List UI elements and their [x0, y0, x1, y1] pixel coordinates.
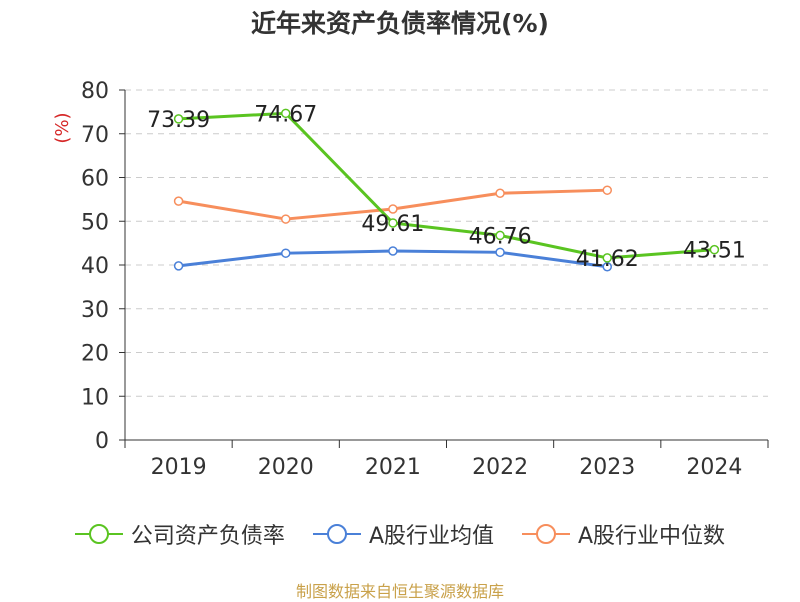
y-tick-label: 60 — [81, 167, 109, 192]
data-point — [388, 218, 398, 228]
legend-label-industry-median: A股行业中位数 — [578, 524, 726, 549]
x-tick-label: 2024 — [686, 455, 742, 480]
data-point — [495, 247, 505, 258]
data-point — [709, 244, 720, 255]
x-tick-label: 2021 — [365, 455, 421, 480]
data-point — [495, 188, 505, 198]
data-point — [281, 214, 291, 224]
data-label: 49.61 — [361, 212, 424, 237]
data-point — [602, 262, 612, 272]
y-axis-label: (%) — [52, 112, 73, 143]
x-tick-label: 2022 — [472, 455, 528, 480]
data-point — [495, 230, 505, 241]
data-point — [281, 248, 291, 258]
data-label: 73.39 — [147, 108, 210, 133]
y-tick-label: 70 — [81, 123, 109, 148]
y-tick-label: 10 — [81, 385, 109, 410]
x-tick-label: 2020 — [258, 455, 314, 480]
chart-title: 近年来资产负债率情况(%) — [251, 9, 549, 38]
data-point — [173, 196, 184, 206]
series-line — [178, 111, 715, 260]
y-tick-label: 0 — [95, 429, 109, 454]
x-tick-label: 2023 — [579, 455, 635, 480]
data-label: 46.76 — [469, 224, 532, 249]
data-point — [602, 253, 612, 263]
data-point — [173, 261, 184, 271]
data-point — [173, 114, 184, 124]
legend-swatch-industry-mean — [312, 524, 361, 544]
y-tick-label: 30 — [81, 298, 109, 323]
legend-label-industry-mean: A股行业均值 — [368, 524, 494, 549]
source-note: 制图数据来自恒生聚源数据库 — [295, 582, 504, 601]
legend-swatch-industry-median — [522, 524, 570, 544]
data-point — [388, 204, 398, 214]
y-tick-label: 40 — [81, 254, 109, 279]
legend-item-industry-median[interactable]: A股行业中位数 — [522, 518, 725, 550]
legend-swatch-company — [74, 524, 123, 544]
data-label: 41.62 — [576, 247, 639, 272]
y-tick-label: 80 — [81, 79, 109, 104]
y-tick-label: 20 — [81, 342, 109, 367]
legend-item-industry-mean[interactable]: A股行业均值 — [312, 518, 494, 550]
data-label: 43.51 — [683, 239, 746, 264]
data-point — [281, 108, 291, 119]
legend: 公司资产负债率 A股行业均值 A股行业中位数 — [0, 518, 800, 550]
x-tick-label: 2019 — [151, 455, 207, 480]
data-label: 74.67 — [254, 102, 317, 127]
data-point — [602, 185, 612, 195]
legend-label-company: 公司资产负债率 — [130, 524, 285, 549]
y-tick-label: 50 — [81, 210, 109, 235]
legend-item-company[interactable]: 公司资产负债率 — [74, 518, 285, 550]
data-point — [388, 246, 398, 256]
